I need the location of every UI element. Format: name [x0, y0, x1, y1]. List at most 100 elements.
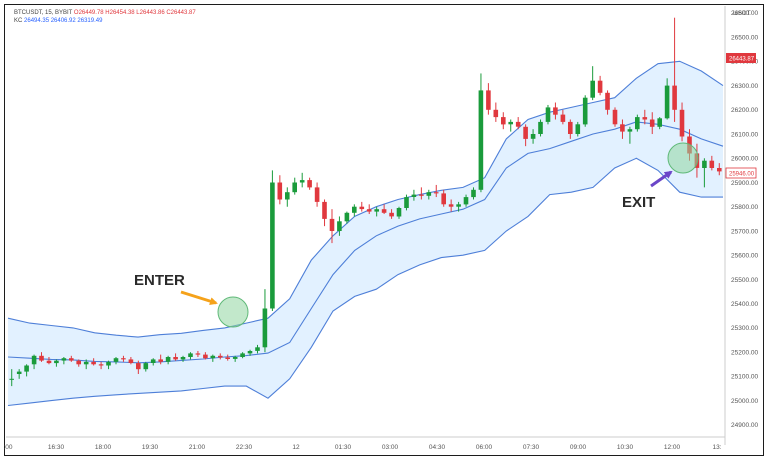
y-tick-label: 25200.00 [731, 350, 758, 357]
candle [262, 289, 268, 353]
candle-body [560, 114, 566, 122]
candle-body [76, 360, 81, 365]
candle-body [448, 204, 454, 207]
candle-body [39, 355, 44, 361]
candle-body [441, 193, 446, 205]
candle-body [709, 160, 715, 168]
candle [270, 170, 275, 311]
candle [568, 119, 573, 139]
candle-body [664, 85, 670, 119]
candle [337, 216, 342, 236]
candle [672, 17, 677, 122]
candle [433, 184, 439, 198]
candle [612, 107, 618, 127]
candle [232, 355, 238, 362]
x-tick-label: :00 [3, 444, 12, 451]
candle [225, 354, 230, 361]
candle [582, 95, 588, 127]
candle [389, 209, 394, 219]
x-tick-label: 12 [292, 444, 300, 451]
candle-body [195, 353, 201, 355]
candle-body [121, 358, 126, 360]
candle [381, 204, 387, 215]
candle [150, 358, 156, 366]
candle-body [389, 212, 394, 217]
y-tick-label: 25500.00 [731, 277, 758, 284]
candle [128, 357, 134, 365]
price-tag-2 [725, 167, 757, 179]
candle [69, 355, 74, 362]
y-tick-label: 25700.00 [731, 228, 758, 235]
candle-body [285, 192, 290, 200]
candle-body [493, 109, 499, 118]
candle [180, 355, 186, 362]
candle-body [456, 204, 461, 207]
candle-body [91, 361, 96, 365]
x-tick-label: 21:00 [189, 444, 206, 451]
candle-body [158, 359, 163, 362]
x-tick-label: 09:00 [570, 444, 587, 451]
candle-body [672, 85, 677, 110]
candle [46, 357, 52, 365]
candle-body [374, 209, 379, 212]
candle-body [307, 180, 312, 188]
candle-body [411, 194, 417, 197]
y-tick-label: 26300.00 [731, 83, 758, 90]
candle-body [605, 92, 610, 110]
candle [31, 354, 37, 370]
x-tick-label: 03:00 [382, 444, 399, 451]
candle-body [642, 117, 648, 120]
candle-body [649, 119, 655, 127]
x-tick-label: 19:30 [142, 444, 159, 451]
candle [24, 364, 29, 377]
keltner-lower-line [7, 157, 723, 407]
candle-body [590, 80, 595, 98]
candle [158, 354, 163, 365]
candle-body [9, 378, 14, 380]
enter-arrow [180, 290, 218, 306]
candle [404, 194, 409, 211]
candle [16, 369, 22, 379]
candle [374, 206, 379, 217]
candle-body [352, 206, 357, 213]
candle [277, 175, 283, 205]
candle-body [240, 353, 245, 357]
exit-label: EXIT [622, 194, 655, 211]
x-tick-label: 16:30 [48, 444, 65, 451]
candle [292, 177, 297, 195]
candle [210, 354, 216, 362]
candle [314, 182, 320, 207]
candle-body [98, 364, 104, 366]
candle-body [501, 117, 506, 125]
candle [523, 124, 528, 147]
candle-body [16, 371, 22, 374]
candle [247, 349, 253, 356]
candle-body [150, 359, 156, 363]
candle-body [426, 192, 432, 196]
candle-body [366, 209, 372, 212]
axes: USDT 26600.0026500.0026400.0026300.00262… [3, 6, 758, 451]
candle-body [188, 353, 193, 357]
candle [471, 187, 476, 200]
candle-body [292, 182, 297, 193]
candle [553, 102, 558, 120]
candle [188, 352, 193, 360]
candle [359, 201, 365, 212]
candle [366, 204, 372, 215]
price-tag [726, 53, 756, 63]
candle-body [136, 363, 141, 370]
candle [486, 83, 491, 115]
candle [411, 189, 417, 201]
candle [448, 199, 454, 212]
candle-body [270, 182, 275, 309]
candle-body [165, 357, 171, 362]
candle [419, 187, 424, 200]
candle [322, 199, 327, 227]
y-tick-label: 26200.00 [731, 107, 758, 114]
y-tick-label: 25100.00 [731, 374, 758, 381]
candle-body [329, 218, 335, 231]
candle-body [54, 360, 59, 364]
y-tick-label: 25800.00 [731, 204, 758, 211]
candle [463, 194, 469, 207]
